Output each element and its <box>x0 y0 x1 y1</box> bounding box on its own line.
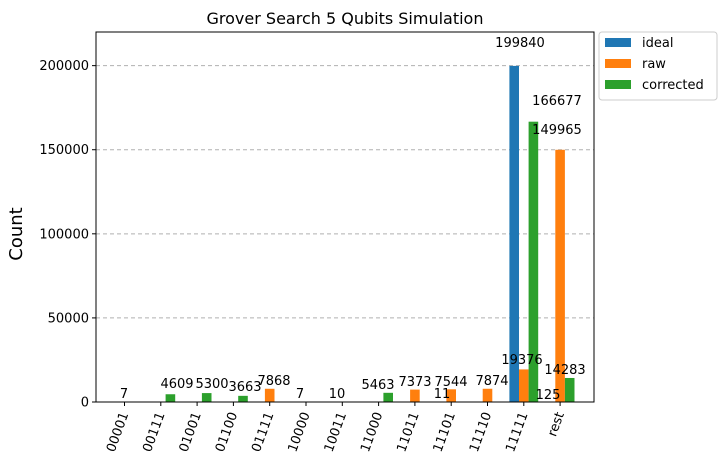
bar-raw-rest <box>555 149 565 402</box>
bar-corrected-11111 <box>528 121 539 402</box>
bar-value-label: 166677 <box>532 94 582 109</box>
x-tick-label: 00111 <box>140 410 168 454</box>
bar-value-label: 7 <box>296 387 304 402</box>
bar-corrected-rest <box>564 377 575 402</box>
bar-value-label: 7 <box>120 387 128 402</box>
bar-value-label: 11 <box>434 387 451 402</box>
bar-raw-11111 <box>519 369 529 402</box>
bar-value-label: 4609 <box>160 377 193 392</box>
bar-raw-11110 <box>482 388 493 402</box>
legend-label-ideal: ideal <box>642 36 673 51</box>
plot-frame <box>95 31 595 403</box>
bar-value-label: 19376 <box>501 353 542 368</box>
x-tick-label: 00001 <box>104 410 132 454</box>
bar-value-label: 14283 <box>544 363 585 378</box>
x-axis-ticks: 00001 00111 01001 01100 01111 10000 10011 11000… <box>104 402 568 454</box>
bar-corrected-01001 <box>201 393 212 402</box>
legend-swatch-corrected <box>605 80 631 89</box>
legend: ideal raw corrected <box>598 31 718 101</box>
y-tick-label: 100000 <box>39 227 89 242</box>
y-tick-label: 150000 <box>39 143 89 158</box>
x-tick-label: 11110 <box>467 410 495 454</box>
bar-value-label: 3663 <box>228 380 261 395</box>
y-tick-label: 200000 <box>39 59 89 74</box>
bar-raw-01111 <box>264 388 275 402</box>
y-tick-label: 50000 <box>48 311 89 326</box>
x-tick-label: 11101 <box>431 410 459 454</box>
bar-value-label: 7874 <box>475 374 508 389</box>
y-axis-label: Count <box>6 207 27 260</box>
bar-value-label: 7544 <box>434 375 467 390</box>
legend-swatch-raw <box>605 59 631 68</box>
bar-corrected-11000 <box>383 392 393 402</box>
grid <box>96 65 594 319</box>
x-tick-label: 11011 <box>394 410 422 454</box>
bar-value-label: 10 <box>329 387 346 402</box>
x-tick-label: 01111 <box>249 410 277 454</box>
chart-title: Grover Search 5 Qubits Simulation <box>207 9 484 28</box>
bar-value-label: 5300 <box>195 377 228 392</box>
legend-swatch-ideal <box>605 38 631 47</box>
bar-value-label: 5463 <box>361 378 394 393</box>
bar-corrected-00111 <box>165 394 176 402</box>
bars <box>119 65 575 403</box>
legend-label-raw: raw <box>642 57 666 72</box>
bar-corrected-01100 <box>238 395 248 402</box>
x-tick-label: rest <box>545 410 568 439</box>
bar-raw-11011 <box>410 389 420 402</box>
x-tick-label: 01100 <box>213 410 241 454</box>
bar-value-label: 199840 <box>495 36 545 51</box>
bar-value-label: 7373 <box>398 375 431 390</box>
x-tick-label: 01001 <box>177 410 205 454</box>
x-tick-label: 10011 <box>322 410 350 454</box>
y-axis-ticks: 0 50000 100000 150000 200000 <box>39 59 96 411</box>
bar-value-label: 7868 <box>257 374 290 389</box>
x-tick-label: 10000 <box>286 410 314 454</box>
x-tick-label: 11111 <box>503 410 531 454</box>
bar-value-label: 149965 <box>532 123 582 138</box>
bar-raw-11101 <box>446 389 456 402</box>
bar-value-label: 125 <box>536 388 561 403</box>
bar-ideal-11111 <box>509 65 519 402</box>
y-tick-label: 0 <box>81 396 89 411</box>
x-tick-label: 11000 <box>358 410 386 454</box>
legend-label-corrected: corrected <box>642 78 704 93</box>
